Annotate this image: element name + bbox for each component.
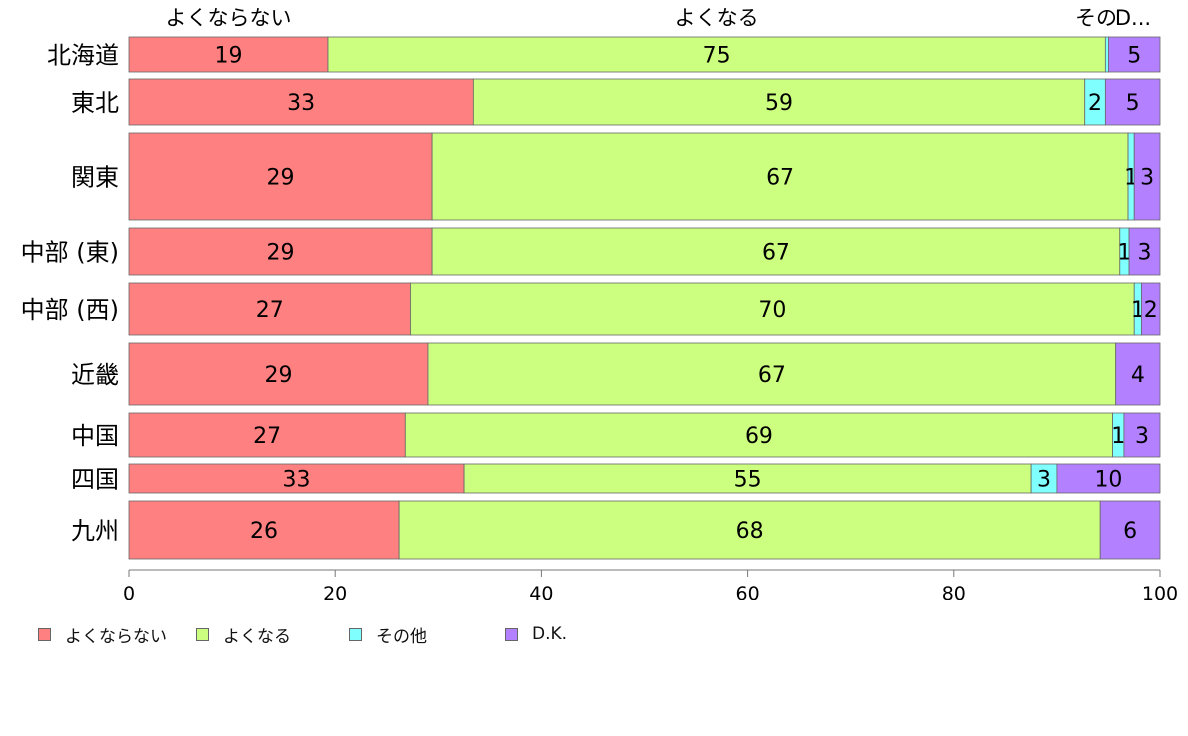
- category-label: 近畿: [71, 361, 119, 389]
- bar-segment: [128, 78, 474, 126]
- bar-segment: [1104, 78, 1161, 126]
- data-label: 2: [1088, 91, 1102, 116]
- top-series-label: よくなる: [675, 6, 759, 30]
- legend-swatch-sonota: [349, 627, 362, 641]
- data-label: 29: [267, 166, 295, 191]
- bar-segment: [398, 500, 1101, 560]
- legend-label-dk: D.K.: [532, 624, 568, 644]
- data-label: 26: [250, 519, 278, 544]
- legend-label-yokunaranai: よくならない: [65, 626, 167, 647]
- data-label: 69: [745, 424, 773, 449]
- data-label: 19: [214, 44, 242, 69]
- bar-segment: [1133, 132, 1161, 221]
- bar-segment: [1108, 36, 1161, 73]
- bar-segment: [1104, 36, 1109, 73]
- bar-segment: [128, 500, 400, 560]
- x-tick-label: 20: [323, 583, 347, 600]
- data-label: 3: [1140, 166, 1154, 191]
- data-label: 1: [1117, 241, 1131, 266]
- bar-segment: [1030, 463, 1058, 494]
- data-label: 29: [264, 363, 292, 388]
- legend-item-yokunaru: よくなる: [196, 622, 291, 647]
- category-label: 九州: [71, 517, 119, 545]
- top-series-label: その: [1075, 6, 1117, 30]
- data-label: 3: [1135, 424, 1149, 449]
- data-label: 1: [1111, 424, 1125, 449]
- data-label: 6: [1123, 519, 1137, 544]
- data-label: 10: [1094, 468, 1122, 493]
- bar-segment: [128, 282, 411, 336]
- data-label: 33: [283, 468, 311, 493]
- bar-segment: [128, 36, 329, 73]
- bar-segment: [431, 227, 1121, 276]
- data-label: 2: [1144, 298, 1158, 323]
- data-label: 33: [287, 91, 315, 116]
- bar-segment: [1115, 342, 1161, 406]
- bar-segment: [1099, 500, 1161, 560]
- bar-segment: [1128, 227, 1161, 276]
- x-tick-label: 0: [123, 583, 135, 600]
- bar-segment: [463, 463, 1032, 494]
- legend-item-dk: D.K.: [505, 622, 567, 646]
- bar-segment: [128, 342, 429, 406]
- legend-label-yokunaru: よくなる: [223, 626, 291, 647]
- top-series-label: D...: [1115, 6, 1151, 30]
- data-label: 67: [762, 241, 790, 266]
- category-label: 中部 (西): [21, 296, 119, 324]
- bar-segment: [410, 282, 1135, 336]
- x-tick-label: 60: [736, 583, 760, 600]
- category-label: 関東: [71, 164, 119, 192]
- data-label: 70: [758, 298, 786, 323]
- data-label: 3: [1138, 241, 1152, 266]
- data-label: 27: [253, 424, 281, 449]
- data-label: 75: [703, 44, 731, 69]
- data-label: 68: [736, 519, 764, 544]
- bar-segment: [128, 412, 406, 458]
- bar-segment: [1056, 463, 1161, 494]
- bar-segment: [427, 342, 1117, 406]
- data-label: 5: [1126, 91, 1140, 116]
- data-label: 3: [1037, 468, 1051, 493]
- data-label: 59: [765, 91, 793, 116]
- legend-swatch-yokunaru: [196, 627, 209, 641]
- bar-segment: [472, 78, 1086, 126]
- bar-segment: [128, 463, 465, 494]
- top-series-label: よくならない: [165, 6, 291, 30]
- category-label: 中国: [71, 422, 119, 450]
- data-label: 5: [1127, 44, 1141, 69]
- bar-segment: [327, 36, 1106, 73]
- data-label: 67: [766, 166, 794, 191]
- category-label: 東北: [71, 89, 119, 117]
- bar-segment: [404, 412, 1113, 458]
- category-label: 四国: [71, 466, 119, 494]
- legend-swatch-dk: [505, 627, 518, 641]
- bar-segment: [128, 227, 433, 276]
- legend-item-sonota: その他: [349, 622, 427, 647]
- x-tick-label: 100: [1142, 583, 1178, 600]
- data-label: 29: [267, 241, 295, 266]
- data-label: 55: [734, 468, 762, 493]
- bar-segment: [1141, 282, 1161, 336]
- bar-segment: [128, 132, 433, 221]
- data-label: 4: [1131, 363, 1145, 388]
- x-tick-label: 40: [529, 583, 553, 600]
- data-label: 27: [256, 298, 284, 323]
- category-label: 北海道: [47, 42, 119, 70]
- legend-label-sonota: その他: [376, 626, 427, 647]
- data-label: 67: [758, 363, 786, 388]
- bar-segment: [431, 132, 1129, 221]
- x-tick-label: 80: [942, 583, 966, 600]
- category-label: 中部 (東): [21, 239, 119, 267]
- legend-swatch-yokunaranai: [38, 627, 51, 641]
- bar-segment: [1123, 412, 1161, 458]
- legend-item-yokunaranai: よくならない: [38, 622, 167, 647]
